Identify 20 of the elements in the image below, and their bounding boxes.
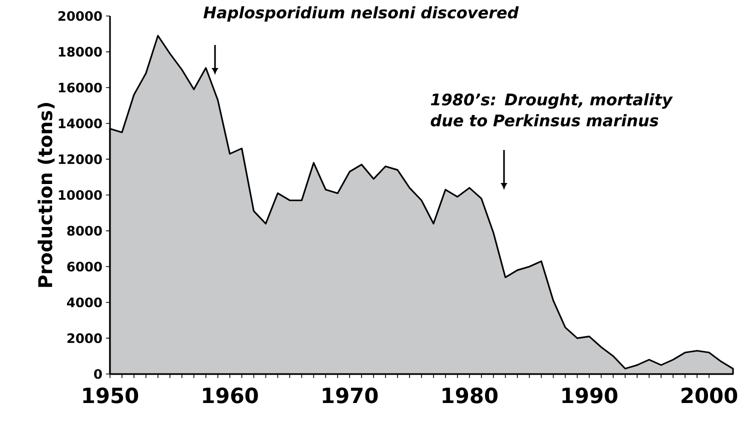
y-tick-label: 14000: [58, 118, 102, 128]
y-tick-label: 2000: [67, 333, 102, 344]
y-tick-label: 12000: [58, 154, 102, 164]
annotation: 1980’s: Drought, mortality due to Perkinsus marinus: [430, 93, 673, 126]
y-tick-label: 8000: [67, 226, 102, 236]
x-tick-label: 1960: [203, 388, 258, 404]
y-tick-label: 4000: [67, 298, 102, 308]
y-tick-label: 18000: [58, 46, 102, 57]
annotation: Haplosporidium nelsoni discovered: [204, 6, 519, 22]
y-axis-title: Production (tons): [38, 103, 55, 287]
y-tick-label: 16000: [58, 82, 102, 92]
x-tick-label: 1950: [83, 388, 138, 404]
y-tick-label: 20000: [58, 11, 102, 21]
x-tick-label: 1990: [562, 388, 618, 404]
x-tick-label: 1970: [322, 388, 378, 404]
y-tick-label: 10000: [58, 190, 102, 200]
x-tick-label: 1980: [442, 388, 498, 404]
x-tick-label: 2000: [682, 388, 738, 404]
y-tick-label: 0: [94, 369, 102, 379]
y-tick-label: 6000: [67, 262, 102, 272]
